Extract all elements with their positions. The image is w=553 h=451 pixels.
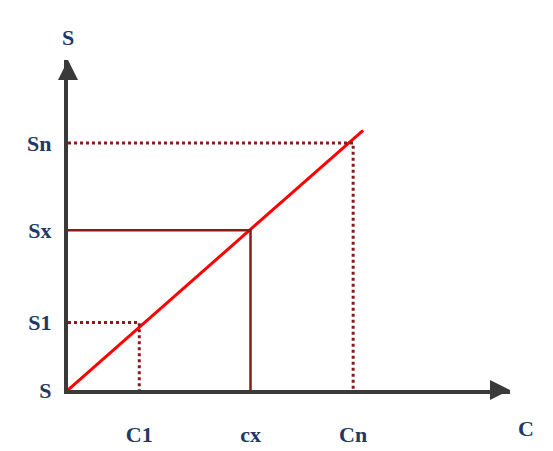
svg-text:cx: cx <box>240 422 261 447</box>
svg-text:Sn: Sn <box>27 131 51 156</box>
svg-text:C: C <box>518 416 534 441</box>
svg-text:C1: C1 <box>126 422 153 447</box>
svg-text:S: S <box>39 378 51 403</box>
svg-text:Sx: Sx <box>28 218 51 243</box>
svg-text:Cn: Cn <box>339 422 367 447</box>
svg-text:S: S <box>62 25 74 50</box>
svg-text:S1: S1 <box>28 310 51 335</box>
